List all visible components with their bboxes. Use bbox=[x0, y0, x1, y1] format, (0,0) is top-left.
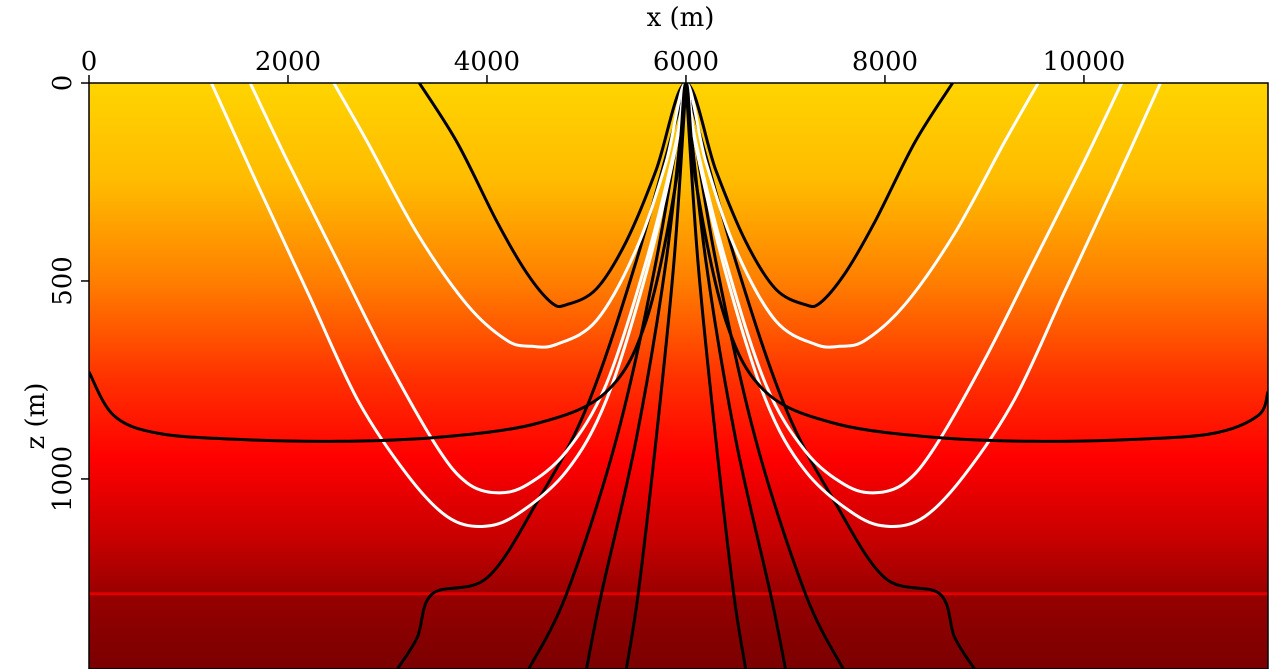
ray-path-3 bbox=[527, 83, 688, 669]
y-tick-label: 500 bbox=[48, 256, 78, 306]
ray-path-1 bbox=[396, 83, 688, 669]
x-tick-label: 10000 bbox=[1043, 47, 1126, 77]
y-axis-label: z (m) bbox=[21, 383, 51, 450]
wavefront-and-ray-curves bbox=[89, 83, 1268, 669]
x-tick-label: 0 bbox=[81, 47, 98, 77]
y-tick-label: 1000 bbox=[48, 446, 78, 512]
x-axis-label: x (m) bbox=[647, 3, 715, 33]
wavefront-path-3 bbox=[248, 83, 1124, 495]
y-axis: 0 500 1000 bbox=[48, 75, 89, 512]
wavefront-path-4 bbox=[210, 83, 1162, 529]
x-axis: 0 2000 4000 6000 8000 10000 bbox=[81, 47, 1126, 83]
x-tick-label: 4000 bbox=[454, 47, 520, 77]
ray-path-7 bbox=[624, 83, 688, 669]
ray-path-2 bbox=[684, 83, 976, 669]
plot-frame bbox=[88, 82, 1269, 669]
ray-path-4 bbox=[684, 83, 845, 669]
y-tick-label: 0 bbox=[48, 75, 78, 92]
wavefront-path-2 bbox=[332, 83, 1040, 349]
wavefront-path-5 bbox=[89, 83, 1268, 443]
ray-path-8 bbox=[684, 83, 748, 669]
x-tick-label: 2000 bbox=[255, 47, 321, 77]
x-tick-label: 6000 bbox=[653, 47, 719, 77]
x-tick-label: 8000 bbox=[852, 47, 918, 77]
wavefront-path-1 bbox=[418, 83, 954, 309]
